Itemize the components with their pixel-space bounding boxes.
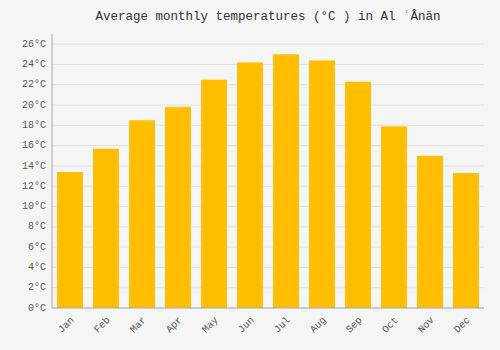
bar	[93, 149, 119, 308]
x-tick-label: Nov	[416, 315, 437, 336]
y-tick-label: 6°C	[28, 242, 46, 253]
bar	[417, 156, 443, 308]
chart: 0°C 2°C 4°C 6°C 8°C 10°C 12°C 14°C 16°C 18°C 20°C 2…	[0, 0, 500, 350]
x-tick-label: Jul	[272, 315, 293, 336]
bar	[237, 62, 263, 308]
bar	[453, 173, 479, 308]
grid-line	[52, 44, 484, 45]
y-tick-label: 12°C	[22, 181, 46, 192]
grid	[52, 44, 484, 308]
bar	[165, 107, 191, 308]
x-axis: Jan Feb Mar Apr May Jun Jul Aug Sep Oct Nov Dec	[56, 315, 473, 336]
x-axis-line	[52, 308, 484, 309]
y-axis: 0°C 2°C 4°C 6°C 8°C 10°C 12°C 14°C 16°C 18°C 20°C 2…	[22, 39, 46, 314]
bar	[201, 80, 227, 308]
y-tick-label: 0°C	[28, 303, 46, 314]
bar	[129, 120, 155, 308]
y-tick-label: 22°C	[22, 79, 46, 90]
x-tick-label: Apr	[164, 315, 185, 336]
bar	[273, 54, 299, 308]
x-tick-label: Feb	[92, 315, 113, 336]
y-axis-line	[52, 34, 53, 308]
x-tick-label: Jun	[236, 315, 257, 336]
bar	[57, 172, 83, 308]
x-tick-label: Dec	[452, 315, 473, 336]
y-tick-label: 2°C	[28, 282, 46, 293]
y-tick-label: 18°C	[22, 120, 46, 131]
bar	[381, 126, 407, 308]
background	[0, 0, 500, 350]
y-tick-label: 4°C	[28, 262, 46, 273]
y-tick-label: 10°C	[22, 201, 46, 212]
title: Average monthly temperatures (°C ) in Al…	[95, 9, 440, 24]
grid-line	[52, 125, 484, 126]
y-tick-label: 20°C	[22, 100, 46, 111]
x-tick-label: Aug	[308, 315, 329, 336]
x-tick-label: Jan	[56, 315, 77, 336]
bar	[309, 60, 335, 308]
grid-line	[52, 145, 484, 146]
grid-line	[52, 64, 484, 65]
x-tick-label: Sep	[344, 315, 365, 336]
bar	[345, 82, 371, 308]
y-tick-label: 8°C	[28, 221, 46, 232]
x-tick-label: Mar	[128, 315, 149, 336]
y-tick-label: 16°C	[22, 140, 46, 151]
y-tick-label: 24°C	[22, 59, 46, 70]
x-tick-label: May	[200, 315, 221, 336]
y-tick-label: 26°C	[22, 39, 46, 50]
grid-line	[52, 308, 484, 309]
grid-line	[52, 105, 484, 106]
y-tick-label: 14°C	[22, 161, 46, 172]
grid-line	[52, 84, 484, 85]
x-tick-label: Oct	[380, 315, 401, 336]
chart-container: 0°C 2°C 4°C 6°C 8°C 10°C 12°C 14°C 16°C 18°C 20°C 2…	[0, 0, 500, 350]
bars	[57, 54, 479, 308]
